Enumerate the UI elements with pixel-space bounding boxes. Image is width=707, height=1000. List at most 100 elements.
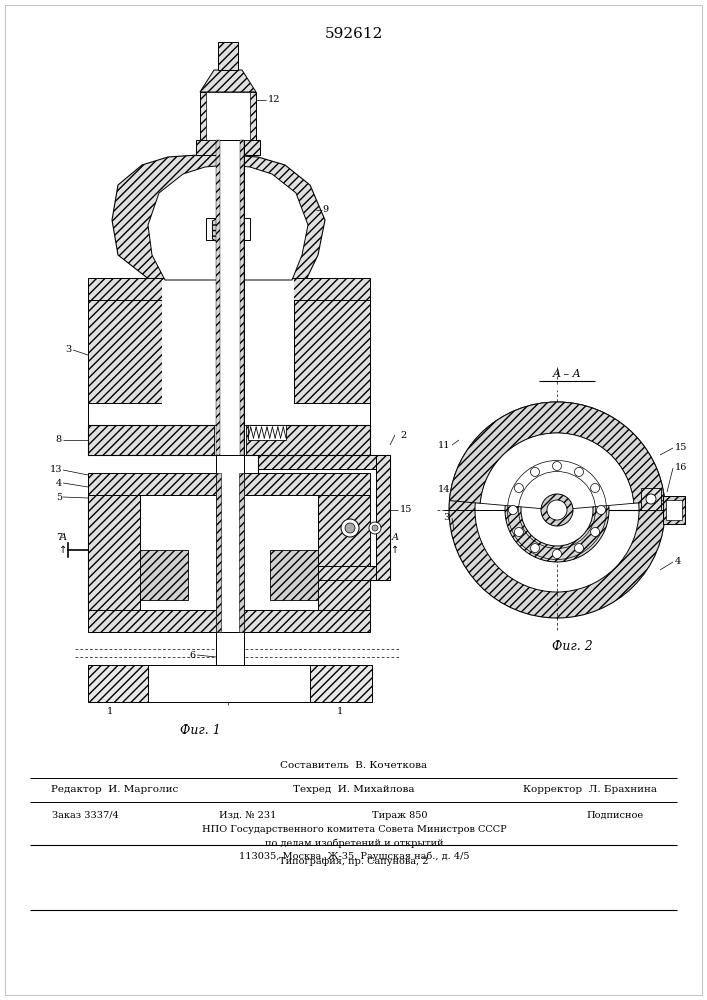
- Text: A: A: [392, 534, 399, 542]
- Polygon shape: [200, 70, 256, 92]
- Text: 1: 1: [107, 708, 113, 716]
- Text: 3: 3: [66, 346, 72, 355]
- Text: 16: 16: [675, 464, 687, 473]
- Polygon shape: [376, 455, 390, 580]
- Bar: [88, 610, 370, 632]
- Polygon shape: [112, 155, 325, 280]
- Circle shape: [505, 458, 609, 562]
- Bar: [88, 495, 370, 610]
- Text: Составитель  В. Кочеткова: Составитель В. Кочеткова: [281, 762, 428, 770]
- Text: 10: 10: [292, 414, 305, 422]
- Polygon shape: [239, 473, 244, 632]
- Text: 13: 13: [49, 466, 62, 475]
- Bar: [663, 496, 685, 524]
- Text: 14: 14: [438, 486, 450, 494]
- Circle shape: [221, 223, 235, 237]
- Bar: [88, 473, 370, 495]
- Circle shape: [530, 544, 539, 553]
- Bar: [200, 92, 256, 140]
- Text: 1: 1: [337, 708, 343, 716]
- Circle shape: [590, 484, 600, 492]
- Bar: [88, 665, 372, 702]
- Bar: [218, 42, 238, 70]
- Circle shape: [547, 500, 567, 520]
- Circle shape: [508, 506, 518, 514]
- Polygon shape: [140, 550, 188, 600]
- Text: Фиг. 2: Фиг. 2: [551, 640, 592, 652]
- Polygon shape: [240, 140, 244, 455]
- Text: 113035, Москва, Ж-35, Раушская наб., д. 4/5: 113035, Москва, Ж-35, Раушская наб., д. …: [239, 851, 469, 861]
- Circle shape: [475, 428, 639, 592]
- Text: A – A: A – A: [553, 369, 581, 379]
- Circle shape: [552, 462, 561, 471]
- Polygon shape: [88, 665, 148, 702]
- Text: Техред  И. Михайлова: Техред И. Михайлова: [293, 786, 415, 794]
- Text: Типография, пр. Сапунова, 2: Типография, пр. Сапунова, 2: [279, 856, 428, 865]
- Circle shape: [341, 519, 359, 537]
- Text: НПО Государственного комитета Совета Министров СССР: НПО Государственного комитета Совета Мин…: [201, 826, 506, 834]
- Text: 15: 15: [675, 444, 687, 452]
- Polygon shape: [148, 165, 308, 280]
- Polygon shape: [270, 550, 318, 600]
- Text: по делам изобретений и открытий: по делам изобретений и открытий: [264, 838, 443, 848]
- Wedge shape: [480, 433, 633, 510]
- Bar: [88, 425, 370, 455]
- Text: 8: 8: [56, 436, 62, 444]
- Bar: [216, 620, 244, 665]
- Wedge shape: [450, 402, 665, 503]
- Text: 11: 11: [438, 440, 450, 450]
- Text: 592612: 592612: [325, 27, 383, 41]
- Circle shape: [345, 523, 355, 533]
- Polygon shape: [258, 566, 390, 580]
- Bar: [641, 488, 661, 510]
- Text: A: A: [59, 534, 66, 542]
- Circle shape: [530, 467, 539, 476]
- Bar: [206, 92, 250, 140]
- Circle shape: [541, 494, 573, 526]
- Polygon shape: [294, 280, 370, 425]
- Text: Подписное: Подписное: [586, 810, 643, 820]
- Polygon shape: [318, 495, 370, 610]
- Polygon shape: [258, 455, 390, 469]
- Bar: [162, 280, 294, 425]
- Circle shape: [521, 474, 593, 546]
- Bar: [88, 403, 370, 425]
- Circle shape: [372, 525, 378, 531]
- Text: 15: 15: [400, 506, 412, 514]
- Text: 3: 3: [444, 514, 450, 522]
- Bar: [666, 500, 682, 520]
- Text: Тираж 850: Тираж 850: [373, 810, 428, 820]
- Bar: [206, 218, 250, 240]
- Bar: [88, 278, 370, 300]
- Polygon shape: [216, 473, 221, 632]
- Circle shape: [369, 522, 381, 534]
- Text: Изд. № 231: Изд. № 231: [219, 810, 276, 820]
- Polygon shape: [216, 140, 220, 455]
- Text: Корректор  Л. Брахнина: Корректор Л. Брахнина: [523, 786, 657, 794]
- Bar: [140, 495, 318, 610]
- Bar: [216, 451, 244, 632]
- Circle shape: [575, 467, 583, 476]
- Bar: [216, 140, 244, 455]
- Bar: [248, 425, 286, 440]
- Text: 4: 4: [56, 479, 62, 488]
- Polygon shape: [88, 495, 140, 610]
- Text: 2: 2: [400, 430, 407, 440]
- Text: 7: 7: [56, 534, 62, 542]
- Text: 5: 5: [56, 492, 62, 502]
- Bar: [196, 140, 260, 155]
- Bar: [214, 425, 246, 455]
- Text: Редактор  И. Марголис: Редактор И. Марголис: [52, 786, 179, 794]
- Circle shape: [449, 402, 665, 618]
- Circle shape: [590, 528, 600, 536]
- Text: 4: 4: [675, 558, 682, 566]
- Text: 12: 12: [268, 96, 281, 104]
- Bar: [258, 455, 390, 580]
- Circle shape: [515, 528, 523, 536]
- Text: ↑: ↑: [59, 545, 67, 555]
- Text: 6: 6: [190, 650, 196, 660]
- Polygon shape: [310, 665, 372, 702]
- Circle shape: [552, 550, 561, 558]
- Bar: [88, 425, 370, 455]
- Polygon shape: [212, 212, 244, 248]
